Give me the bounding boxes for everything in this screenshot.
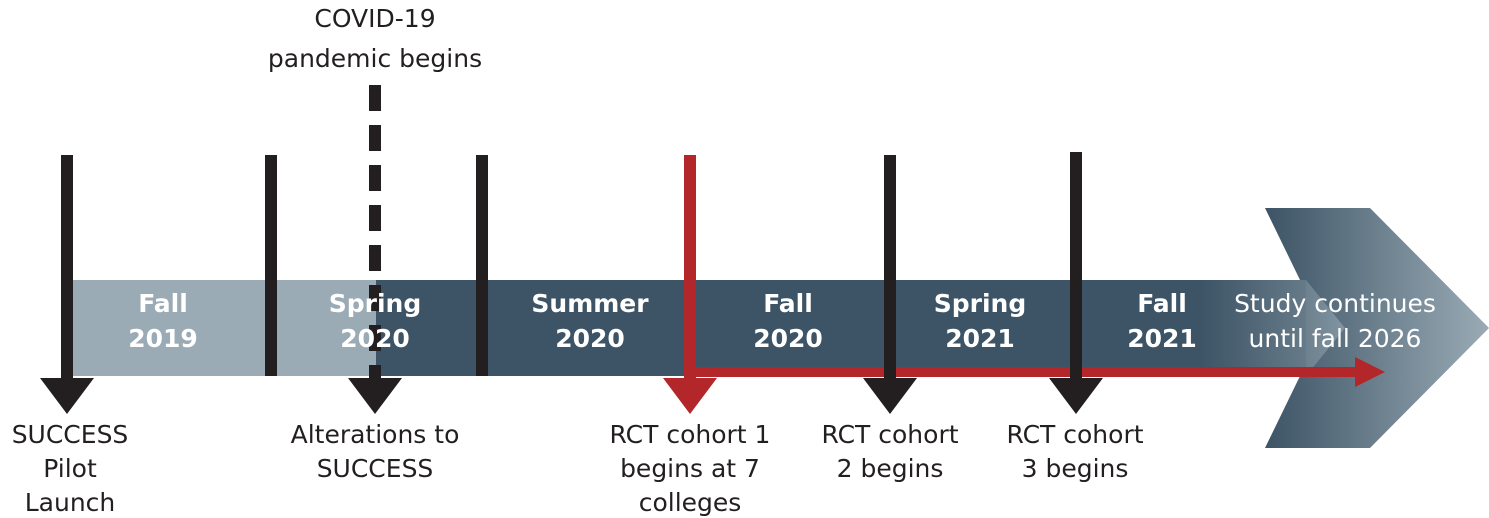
period-label: Fall: [1137, 289, 1187, 318]
period-label: Fall: [763, 289, 813, 318]
markers: [40, 85, 1385, 414]
annotation: pandemic begins: [268, 44, 482, 73]
event-label: SUCCESS: [317, 454, 434, 483]
event-label: 3 begins: [1022, 454, 1129, 483]
period-label: 2020: [340, 324, 410, 353]
period-label: Spring: [329, 289, 422, 318]
period-label: Summer: [531, 289, 649, 318]
period-label: Fall: [138, 289, 188, 318]
event-label: Alterations to: [291, 420, 460, 449]
period-label: Spring: [934, 289, 1027, 318]
event-label: begins at 7: [620, 454, 760, 483]
event-label: RCT cohort: [1006, 420, 1143, 449]
period-label: 2020: [555, 324, 625, 353]
band-fade: [1200, 280, 1345, 376]
continuation-chevron: [1265, 208, 1489, 448]
band-dark: [376, 280, 1306, 376]
period-label: 2019: [128, 324, 198, 353]
event-label: SUCCESS: [12, 420, 129, 449]
annotation: COVID-19: [314, 4, 435, 33]
period-label: 2021: [945, 324, 1015, 353]
band-light: [72, 280, 376, 376]
period-label: 2021: [1127, 324, 1197, 353]
period-label: 2020: [753, 324, 823, 353]
event-label: RCT cohort: [821, 420, 958, 449]
event-label: colleges: [639, 488, 742, 517]
event-label: Pilot: [43, 454, 97, 483]
event-label: RCT cohort 1: [610, 420, 771, 449]
continuation-label: until fall 2026: [1249, 324, 1422, 353]
event-label: 2 begins: [837, 454, 944, 483]
continuation-label: Study continues: [1234, 289, 1436, 318]
event-label: Launch: [25, 488, 116, 517]
